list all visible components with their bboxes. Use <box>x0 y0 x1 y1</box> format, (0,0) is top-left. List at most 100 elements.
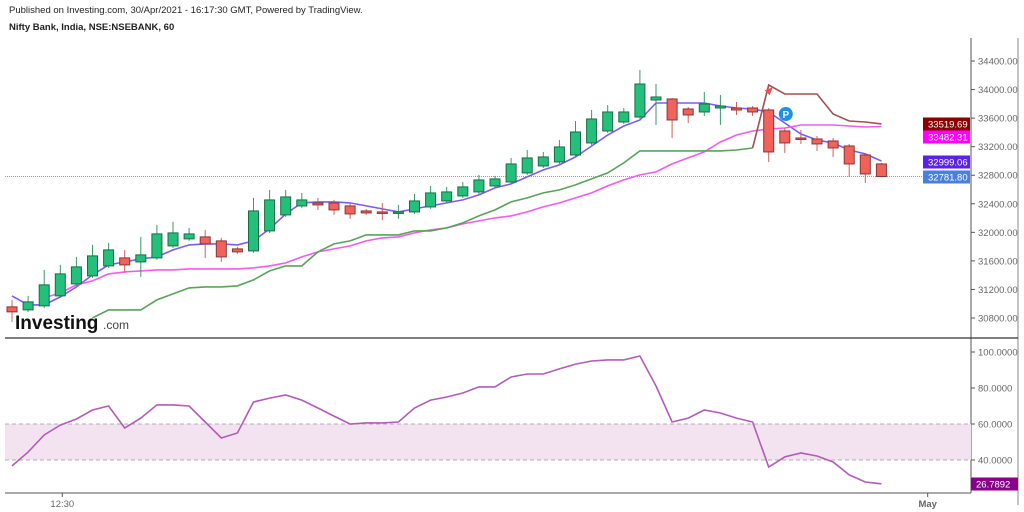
indicator-line-0 <box>11 102 882 306</box>
candle-body <box>409 200 420 213</box>
candle-body <box>731 107 742 111</box>
brown-line-value-bg <box>923 117 970 131</box>
candle <box>827 137 839 157</box>
candle-body <box>521 157 533 174</box>
candle <box>312 197 324 210</box>
candle <box>328 199 340 215</box>
investing-logo: Investing .com <box>15 313 129 334</box>
candle-body <box>553 146 565 163</box>
candle <box>103 242 115 268</box>
candle <box>70 256 82 286</box>
candle-body <box>264 199 276 232</box>
candle-body <box>312 202 324 206</box>
candle-body <box>199 236 211 245</box>
candle-body <box>827 140 839 149</box>
p-badge-icon <box>778 107 793 121</box>
candle <box>731 101 742 115</box>
candle-body <box>248 210 259 252</box>
rsi-line <box>11 355 882 485</box>
candle-body <box>698 103 710 113</box>
magenta-line-value: 33482.31 <box>928 133 968 144</box>
price-tick-label: 31200.00 <box>978 285 1018 296</box>
candle <box>119 249 131 273</box>
candle <box>570 120 581 157</box>
chart-frame <box>5 38 1019 505</box>
candle-body <box>183 233 195 240</box>
candle-body <box>6 306 18 313</box>
candle-body <box>843 145 855 165</box>
candle <box>618 107 630 124</box>
candle <box>634 69 646 119</box>
logo-text: Investing <box>15 313 98 334</box>
candle <box>231 246 243 254</box>
candle-body <box>618 111 630 123</box>
candle-body <box>231 248 243 253</box>
rsi-tick-label: 40.0000 <box>978 456 1012 467</box>
candle-body <box>151 233 163 259</box>
candle-body <box>473 179 485 193</box>
candle <box>505 157 517 184</box>
brown-line-value: 33519.69 <box>928 120 968 131</box>
candle-body <box>666 98 678 121</box>
candle <box>875 162 887 178</box>
candle-body <box>875 163 887 178</box>
candle-body <box>38 284 50 307</box>
candle-body <box>328 202 340 211</box>
p-badge-text: P <box>782 110 789 121</box>
candle-body <box>376 211 388 214</box>
candle <box>457 181 469 198</box>
candle-body <box>650 96 662 101</box>
candle-body <box>457 186 469 197</box>
candle <box>811 135 823 151</box>
candle-body <box>602 111 614 132</box>
candle <box>586 109 598 145</box>
candle <box>682 106 694 123</box>
candle <box>264 189 276 233</box>
candle-body <box>392 211 404 214</box>
time-tick-label: 12:30 <box>50 499 74 510</box>
candle <box>747 105 759 116</box>
candle <box>215 237 227 262</box>
candle-body <box>215 240 227 258</box>
candle-body <box>441 191 453 202</box>
rsi-value-bg <box>971 477 1018 491</box>
candle-body <box>87 255 98 277</box>
candle <box>38 269 50 308</box>
candle <box>280 189 292 217</box>
candle-body <box>570 131 581 156</box>
price-tick-label: 30800.00 <box>978 314 1018 325</box>
axes: 34400.00 34000.00 33600.00 33200.00 32800.00… <box>50 57 1018 510</box>
candle <box>763 107 775 162</box>
markers: P <box>764 87 793 121</box>
candle <box>376 202 388 220</box>
candle <box>392 204 404 219</box>
candle-body <box>135 254 147 263</box>
candle <box>248 197 259 253</box>
candle <box>537 151 549 168</box>
candle-body <box>682 108 694 116</box>
candle-body <box>537 156 549 167</box>
candle <box>22 295 34 312</box>
candle <box>489 175 501 188</box>
candle <box>360 208 372 215</box>
candle-body <box>70 266 82 285</box>
price-tick-label: 32800.00 <box>978 171 1018 182</box>
candle-body <box>103 249 115 267</box>
candle <box>795 129 807 144</box>
candle <box>441 186 453 203</box>
rsi-tick-label: 100.0000 <box>978 348 1018 359</box>
candle-body <box>586 118 598 144</box>
candle-body <box>859 154 871 175</box>
candle <box>602 104 614 133</box>
candle-body <box>714 105 726 109</box>
candle <box>521 149 533 175</box>
candle-body <box>167 232 179 247</box>
candle <box>167 221 179 248</box>
candle <box>650 83 662 125</box>
candle <box>859 152 871 183</box>
candle <box>698 91 710 116</box>
candle-body <box>634 83 646 118</box>
price-tick-label: 34400.00 <box>978 57 1018 68</box>
candle-body <box>795 137 807 140</box>
